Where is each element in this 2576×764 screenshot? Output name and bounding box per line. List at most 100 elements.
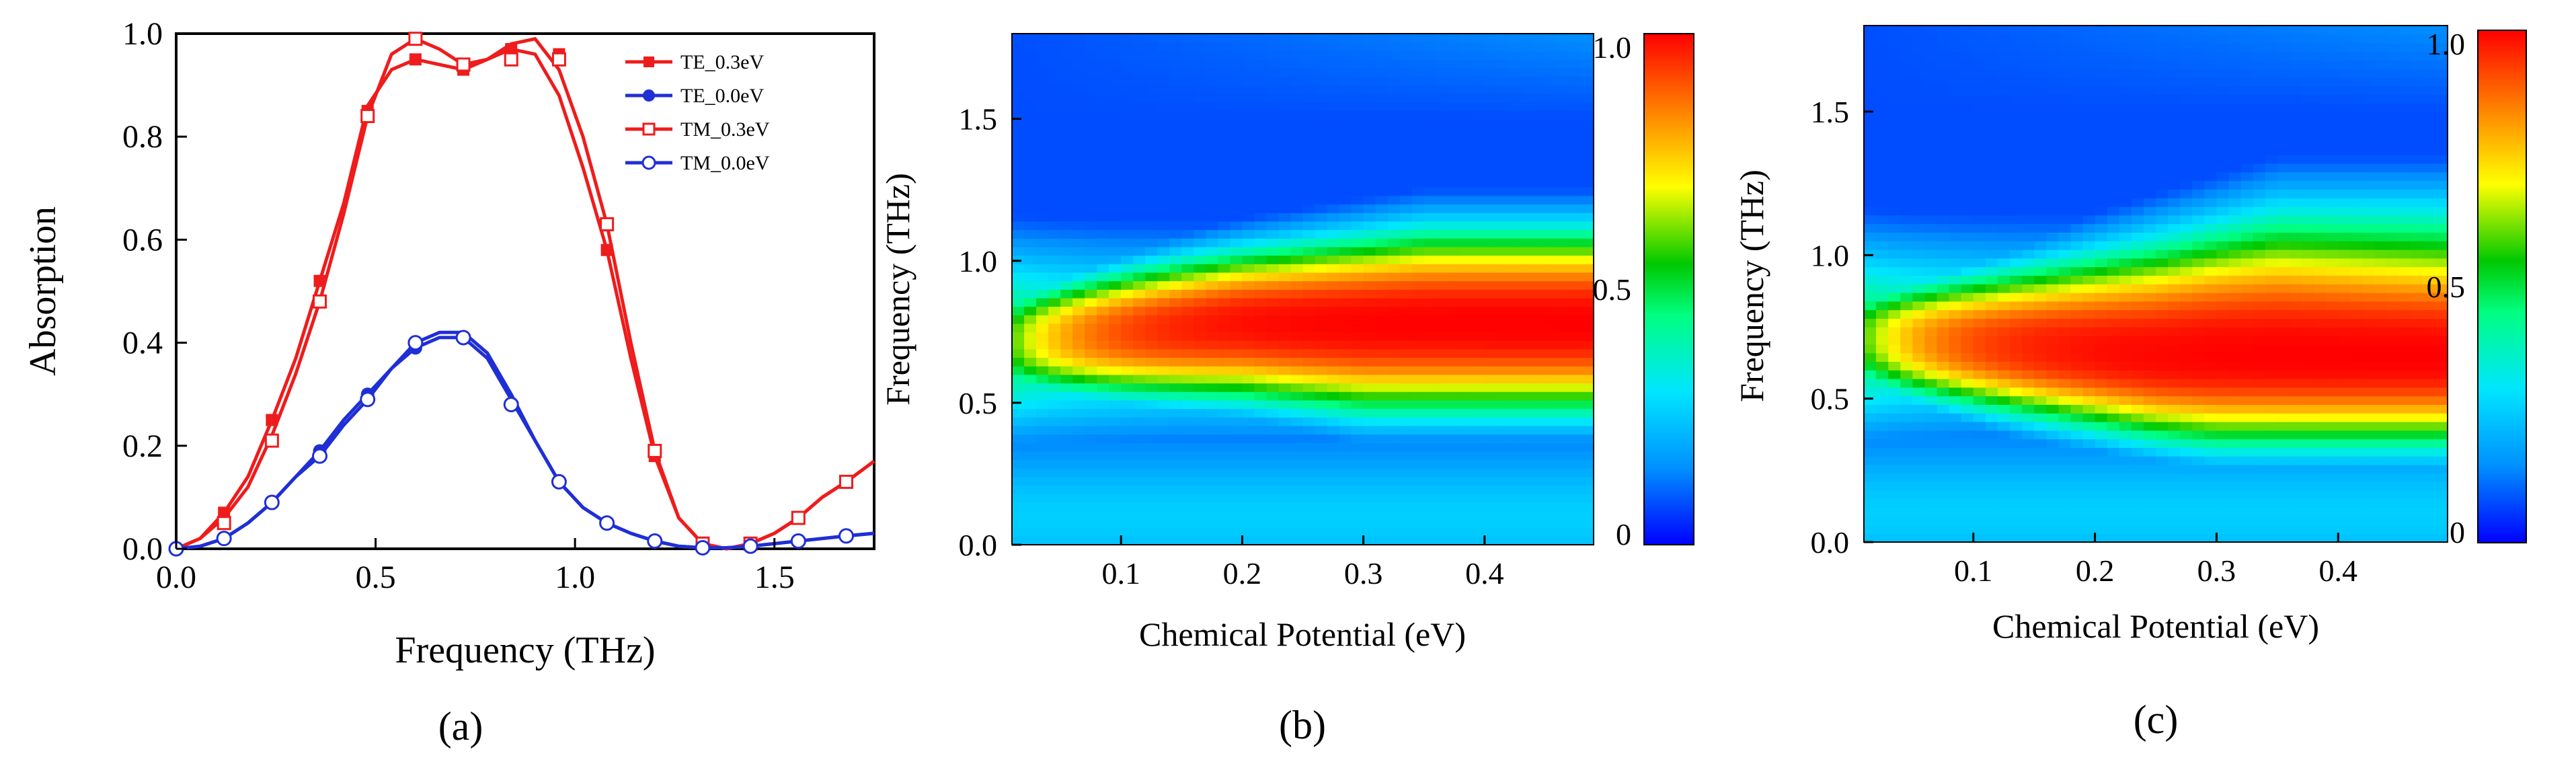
heatmap-cell — [1375, 443, 1389, 452]
heatmap-cell — [1375, 127, 1389, 137]
heatmap-cell — [1460, 238, 1473, 247]
heatmap-cell — [1254, 348, 1267, 358]
heatmap-cell — [1085, 425, 1097, 435]
heatmap-cell — [1581, 391, 1594, 401]
heatmap-cell — [1399, 127, 1413, 137]
heatmap-cell — [1924, 361, 1938, 371]
heatmap-cell — [1508, 178, 1522, 188]
heatmap-cell — [2095, 292, 2108, 302]
heatmap-cell — [1194, 50, 1207, 60]
heatmap-cell — [1145, 169, 1159, 180]
heatmap-cell — [1290, 178, 1304, 188]
heatmap-cell — [1472, 169, 1485, 180]
heatmap-cell — [1254, 34, 1267, 43]
heatmap-cell — [2204, 275, 2218, 284]
heatmap-cell — [1472, 468, 1485, 478]
heatmap-cell — [1085, 536, 1097, 545]
heatmap-cell — [2131, 413, 2144, 422]
heatmap-cell — [1569, 255, 1582, 264]
heatmap-cell — [1302, 357, 1316, 367]
heatmap-cell — [1387, 76, 1401, 85]
heatmap-cell — [1302, 204, 1316, 213]
heatmap-cell — [2228, 438, 2242, 448]
heatmap-cell — [2180, 404, 2193, 414]
heatmap-cell — [1912, 137, 1926, 147]
heatmap-cell — [1864, 378, 1877, 388]
heatmap-cell — [1961, 206, 1974, 216]
heatmap-cell — [1290, 391, 1304, 401]
heatmap-cell — [1181, 264, 1195, 273]
heatmap-cell — [1973, 249, 1986, 259]
heatmap-cell — [1085, 102, 1097, 111]
heatmap-cell — [1399, 238, 1413, 247]
heatmap-cell — [2240, 94, 2254, 104]
heatmap-cell — [2240, 180, 2254, 190]
heatmap-cell — [1949, 335, 1962, 345]
heatmap-cell — [1876, 51, 1889, 61]
heatmap-cell — [1242, 348, 1255, 358]
heatmap-cell — [1472, 187, 1485, 196]
heatmap-cell — [1557, 153, 1570, 162]
heatmap-cell — [1912, 447, 1926, 457]
heatmap-cell — [1876, 533, 1889, 543]
heatmap-cell — [1924, 42, 1938, 52]
heatmap-cell — [1278, 519, 1292, 529]
heatmap-cell — [1472, 459, 1485, 469]
heatmap-cell — [2216, 370, 2230, 379]
heatmap-cell — [2228, 42, 2242, 52]
heatmap-cell — [1436, 118, 1449, 128]
heatmap-cell — [1985, 387, 1998, 397]
heatmap-cell — [2168, 292, 2181, 302]
heatmap-cell — [1327, 161, 1340, 171]
heatmap-cell — [1876, 335, 1889, 345]
heatmap-cell — [2143, 421, 2156, 431]
heatmap-cell — [2107, 301, 2120, 311]
heatmap-cell — [2228, 344, 2242, 354]
heatmap-cell — [1985, 490, 1998, 500]
heatmap-cell — [1375, 169, 1389, 180]
heatmap-cell — [1169, 280, 1183, 290]
heatmap-cell — [1157, 195, 1171, 205]
heatmap-cell — [2010, 473, 2023, 483]
heatmap-cell — [1072, 374, 1085, 384]
heatmap-cell — [1230, 136, 1243, 145]
heatmap-cell — [1024, 476, 1037, 486]
heatmap-cell — [1339, 502, 1352, 512]
heatmap-cell — [1949, 69, 1962, 78]
heatmap-cell — [2216, 507, 2230, 517]
heatmap-cell — [1266, 93, 1280, 103]
heatmap-cell — [1072, 468, 1085, 478]
heatmap-cell — [1532, 399, 1546, 410]
heatmap-cell — [2180, 413, 2193, 422]
heatmap-cell — [2228, 266, 2242, 276]
heatmap-cell — [1949, 421, 1962, 431]
heatmap-cell — [2034, 163, 2047, 173]
heatmap-cell — [2058, 464, 2072, 474]
heatmap-cell — [1194, 118, 1207, 128]
heatmap-cell — [1218, 195, 1231, 205]
heatmap-cell — [2095, 120, 2108, 130]
heatmap-cell — [2010, 180, 2023, 190]
heatmap-cell — [2010, 430, 2023, 440]
heatmap-cell — [2010, 189, 2023, 198]
heatmap-cell — [1048, 383, 1061, 392]
heatmap-cell — [1924, 370, 1938, 379]
heatmap-cell — [2095, 370, 2108, 379]
heatmap-cell — [1242, 229, 1255, 239]
heatmap-cell — [1985, 112, 1998, 121]
heatmap-cell — [1363, 178, 1376, 188]
data-point — [647, 533, 663, 549]
heatmap-cell — [1072, 280, 1085, 290]
heatmap-cell — [1973, 223, 1986, 233]
heatmap-cell — [1242, 110, 1255, 120]
heatmap-cell — [1230, 85, 1243, 94]
heatmap-cell — [1145, 178, 1159, 188]
heatmap-cell — [2010, 275, 2023, 284]
heatmap-cell — [2156, 404, 2169, 414]
heatmap-cell — [1254, 340, 1267, 350]
heatmap-cell — [2192, 490, 2206, 500]
heatmap-cell — [1387, 306, 1401, 315]
heatmap-cell — [1411, 332, 1425, 341]
heatmap-cell — [2192, 430, 2206, 440]
heatmap-cell — [1496, 272, 1510, 282]
